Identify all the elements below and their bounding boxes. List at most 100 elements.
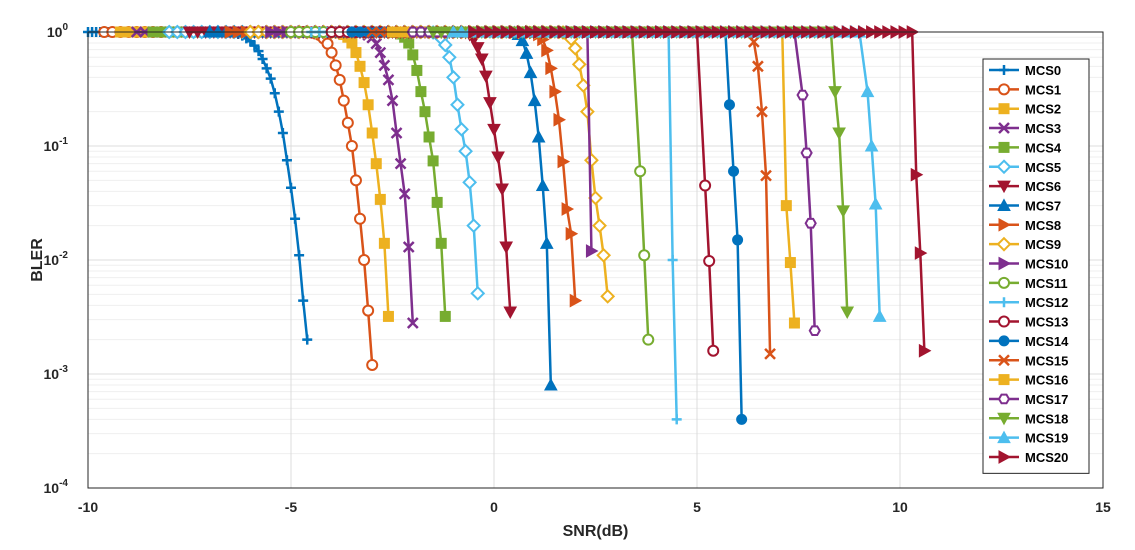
- data-point: [286, 182, 296, 193]
- data-point: [358, 77, 370, 89]
- data-point: [325, 46, 338, 59]
- data-point: [382, 310, 394, 322]
- x-tick-label: -10: [78, 499, 98, 515]
- data-point: [747, 35, 760, 48]
- data-point: [596, 247, 612, 263]
- data-point: [565, 226, 579, 241]
- data-point: [298, 295, 309, 306]
- data-point: [732, 234, 744, 246]
- data-point: [349, 174, 362, 187]
- data-point: [419, 106, 431, 118]
- data-point: [431, 196, 443, 208]
- data-point: [914, 246, 928, 260]
- legend-entry: MCS8: [989, 218, 1061, 233]
- data-point: [519, 46, 534, 59]
- legend-marker: [998, 315, 1010, 328]
- data-point: [784, 257, 796, 269]
- data-point: [269, 88, 280, 99]
- data-point: [760, 169, 772, 182]
- data-point: [872, 309, 887, 322]
- data-point: [354, 60, 366, 72]
- data-point: [667, 255, 678, 265]
- legend-marker: [997, 412, 1011, 426]
- legend-marker: [997, 198, 1011, 211]
- data-point: [366, 127, 378, 139]
- legend-entry: MCS17: [989, 392, 1068, 407]
- data-point: [415, 86, 427, 98]
- legend-marker: [999, 65, 1009, 75]
- data-point: [561, 202, 575, 216]
- legend-marker: [998, 276, 1010, 289]
- data-point: [435, 237, 447, 249]
- data-point: [483, 97, 497, 110]
- data-point: [728, 165, 740, 177]
- data-point: [370, 37, 383, 50]
- series-mcs6: [182, 26, 518, 320]
- data-point: [836, 205, 851, 218]
- data-point: [579, 104, 595, 120]
- data-point: [333, 73, 346, 86]
- legend-label: MCS13: [1025, 315, 1068, 330]
- data-point: [281, 155, 292, 166]
- data-point: [535, 178, 550, 192]
- data-point: [470, 42, 485, 55]
- y-tick-label: 100: [47, 22, 69, 40]
- data-point: [703, 255, 716, 268]
- legend-marker: [998, 103, 1010, 115]
- data-point: [378, 59, 391, 72]
- data-point: [386, 94, 399, 107]
- data-point: [382, 74, 395, 86]
- data-point: [437, 37, 453, 53]
- legend-marker: [998, 354, 1010, 367]
- legend-entry: MCS18: [989, 411, 1068, 426]
- data-point: [450, 97, 465, 113]
- legend-label: MCS11: [1025, 276, 1068, 291]
- series-mcs1: [98, 26, 379, 371]
- data-point: [808, 325, 821, 336]
- y-tick-label: 10-1: [44, 136, 69, 154]
- data-point: [445, 69, 461, 85]
- data-point: [265, 73, 276, 84]
- data-point: [302, 334, 313, 345]
- legend-entry: MCS1: [989, 82, 1061, 97]
- data-point: [487, 123, 501, 137]
- data-point: [362, 304, 375, 317]
- legend-entry: MCS7: [989, 198, 1061, 213]
- legend-entry: MCS11: [989, 276, 1068, 291]
- legend-label: MCS9: [1025, 237, 1061, 252]
- legend-label: MCS19: [1025, 431, 1068, 446]
- legend-label: MCS6: [1025, 179, 1061, 194]
- data-point: [736, 413, 748, 425]
- data-point: [454, 121, 469, 137]
- data-point: [840, 306, 855, 320]
- data-point: [479, 70, 493, 84]
- plot-area-border: [87, 31, 1104, 489]
- series-mcs19: [446, 24, 887, 322]
- y-tick-label: 10-3: [44, 364, 69, 382]
- legend-entry: MCS15: [989, 353, 1068, 368]
- data-point: [780, 200, 792, 212]
- data-point: [402, 241, 415, 253]
- x-tick-label: 15: [1095, 499, 1111, 515]
- legend-marker: [996, 159, 1012, 175]
- legend-marker: [998, 450, 1012, 464]
- data-point: [277, 128, 288, 139]
- data-point: [294, 250, 305, 261]
- legend-label: MCS20: [1025, 450, 1068, 465]
- legend-entry: MCS19: [989, 430, 1068, 446]
- legend-label: MCS1: [1025, 82, 1061, 97]
- data-point: [439, 310, 451, 322]
- data-point: [864, 138, 879, 152]
- data-point: [549, 84, 562, 99]
- data-point: [273, 106, 284, 117]
- x-tick-label: 5: [693, 499, 701, 515]
- data-point: [860, 84, 875, 98]
- data-point: [491, 151, 505, 165]
- legend-label: MCS15: [1025, 353, 1068, 368]
- data-point: [370, 158, 382, 170]
- legend-label: MCS4: [1025, 140, 1062, 155]
- legend-marker: [997, 430, 1011, 444]
- data-point: [362, 99, 374, 111]
- data-point: [470, 285, 486, 301]
